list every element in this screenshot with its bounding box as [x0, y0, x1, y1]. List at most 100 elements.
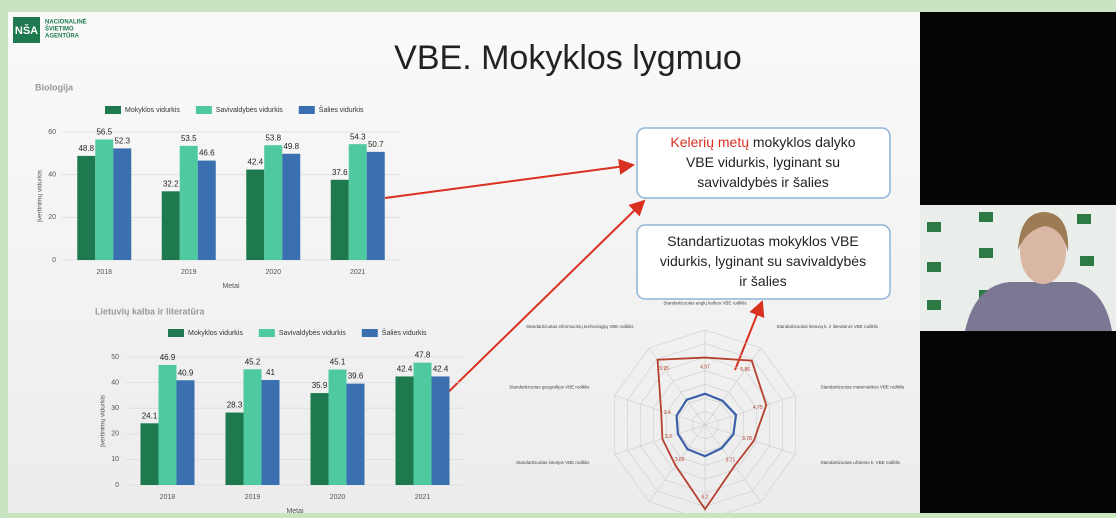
value-label: 24.1 [142, 411, 158, 420]
callout-text: Standartizuotas mokyklos VBE [667, 233, 858, 249]
callout-text: ir šalies [739, 273, 786, 289]
y-tick-label: 50 [111, 354, 119, 361]
bar [113, 148, 131, 260]
bar [264, 145, 282, 260]
legend-label: Savivaldybės vidurkis [216, 107, 283, 114]
legend-swatch [259, 329, 275, 337]
legend-swatch [299, 106, 315, 114]
x-tick-label: 2021 [415, 494, 431, 501]
logo-line: ŠVIETIMO [45, 25, 74, 33]
callout-text: Kelerių metų [670, 134, 749, 150]
x-axis-label: Metai [222, 283, 240, 290]
legend-label: Šalies vidurkis [319, 105, 364, 114]
bar [349, 144, 367, 260]
value-label: 5.86 [740, 367, 750, 373]
callout-line: vidurkis, lyginant su savivaldybės [660, 253, 866, 269]
bar [331, 180, 349, 260]
value-label: 56.5 [96, 128, 112, 137]
x-tick-label: 2019 [245, 494, 261, 501]
value-label: 53.5 [181, 134, 197, 143]
x-tick-label: 2020 [330, 494, 346, 501]
legend-swatch [105, 106, 121, 114]
bar [77, 156, 95, 260]
value-label: 3.71 [726, 457, 736, 463]
bar [180, 146, 198, 260]
value-label: 40.9 [178, 368, 194, 377]
logo-line: AGENTŪRA [45, 33, 80, 40]
value-label: 41 [266, 368, 275, 377]
value-label: 48.8 [78, 144, 94, 153]
bar [396, 376, 414, 485]
value-label: 3.78 [742, 436, 752, 442]
chart-title: Lietuvių kalba ir literatūra [95, 306, 206, 316]
y-tick-label: 20 [48, 214, 56, 221]
value-label: 54.3 [350, 132, 366, 141]
callout-line: ir šalies [739, 273, 786, 289]
bar [95, 139, 113, 260]
bar [262, 380, 280, 485]
bar [282, 154, 300, 260]
bar [226, 413, 244, 485]
axis-label: Standartizuotas informacinių technologij… [526, 324, 634, 329]
value-label: 37.6 [332, 168, 348, 177]
legend-label: Savivaldybės vidurkis [279, 330, 346, 337]
x-axis-label: Metai [286, 508, 304, 513]
legend-label: Mokyklos vidurkis [125, 107, 180, 114]
legend-swatch [168, 329, 184, 337]
x-tick-label: 2021 [350, 269, 366, 276]
x-tick-label: 2020 [265, 269, 281, 276]
x-tick-label: 2018 [160, 494, 176, 501]
y-tick-label: 20 [111, 431, 119, 438]
chart-title: Biologija [35, 82, 74, 92]
value-label: 4.75 [753, 405, 763, 411]
bar [246, 170, 264, 260]
value-label: 39.6 [348, 372, 364, 381]
x-tick-label: 2018 [96, 269, 112, 276]
bar [414, 363, 432, 485]
y-axis-label: Įvertinimų vidurkis [100, 394, 107, 447]
value-label: 49.8 [283, 142, 299, 151]
callout-text: savivaldybės ir šalies [697, 174, 829, 190]
y-axis-label: Įvertinimų vidurkis [37, 169, 44, 222]
axis-label: Standartizuotas matematikos VBE rodiklis [821, 385, 905, 390]
bar [141, 423, 159, 485]
bar [162, 191, 180, 260]
value-label: 52.3 [114, 137, 130, 146]
bar [367, 152, 385, 260]
bar [347, 384, 365, 485]
y-tick-label: 10 [111, 456, 119, 463]
bar [244, 369, 262, 485]
value-label: 42.4 [397, 365, 413, 374]
y-tick-label: 40 [48, 172, 56, 179]
value-label: 3.69 [675, 457, 685, 463]
y-tick-label: 40 [111, 379, 119, 386]
callout-text: VBE vidurkis, lyginant su [686, 154, 840, 170]
callout-line: savivaldybės ir šalies [697, 174, 829, 190]
axis-label: Standartizuotas istorijos VBE rodiklis [516, 460, 590, 465]
value-label: 46.6 [199, 149, 215, 158]
value-label: 45.1 [330, 358, 346, 367]
value-label: 50.7 [368, 140, 384, 149]
value-label: 32.2 [163, 179, 179, 188]
axis-label: Standartizuotas anglų kalbos VBE rodikli… [663, 301, 747, 306]
slide-title: VBE. Mokyklos lygmuo [394, 39, 742, 77]
value-label: 6.2 [702, 495, 709, 501]
legend-label: Šalies vidurkis [382, 328, 427, 337]
axis-label: Standartizuotas geografijos VBE rodiklis [509, 385, 590, 390]
webcam [920, 205, 1116, 331]
legend-label: Mokyklos vidurkis [188, 330, 243, 337]
callout-line: VBE vidurkis, lyginant su [686, 154, 840, 170]
value-label: 47.8 [415, 351, 431, 360]
value-label: 5.95 [659, 366, 669, 372]
legend-swatch [362, 329, 378, 337]
value-label: 42.4 [247, 158, 263, 167]
callout-text: vidurkis, lyginant su savivaldybės [660, 253, 866, 269]
legend-swatch [196, 106, 212, 114]
bar [432, 376, 450, 485]
y-tick-label: 0 [115, 482, 119, 489]
callout-line: Standartizuotas mokyklos VBE [667, 233, 858, 249]
bar [311, 393, 329, 485]
bar [159, 365, 177, 485]
value-label: 28.3 [227, 401, 243, 410]
value-label: 53.8 [265, 133, 281, 142]
